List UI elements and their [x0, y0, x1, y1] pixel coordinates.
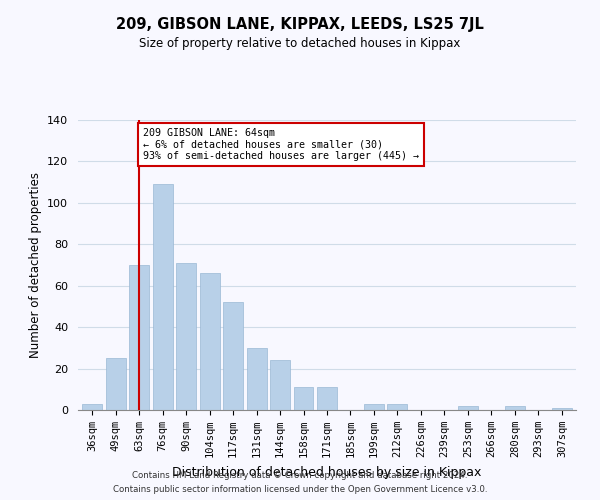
- Bar: [293, 387, 313, 410]
- Bar: [129, 265, 149, 410]
- Text: Contains public sector information licensed under the Open Government Licence v3: Contains public sector information licen…: [113, 484, 487, 494]
- Bar: [458, 406, 478, 410]
- Text: 209 GIBSON LANE: 64sqm
← 6% of detached houses are smaller (30)
93% of semi-deta: 209 GIBSON LANE: 64sqm ← 6% of detached …: [143, 128, 419, 162]
- Y-axis label: Number of detached properties: Number of detached properties: [29, 172, 41, 358]
- Bar: [247, 348, 266, 410]
- Bar: [552, 408, 572, 410]
- Bar: [176, 263, 196, 410]
- Bar: [388, 404, 407, 410]
- Text: Contains HM Land Registry data © Crown copyright and database right 2024.: Contains HM Land Registry data © Crown c…: [132, 472, 468, 480]
- Bar: [82, 404, 102, 410]
- Bar: [317, 387, 337, 410]
- Bar: [152, 184, 173, 410]
- Bar: [364, 404, 384, 410]
- Bar: [505, 406, 525, 410]
- Bar: [106, 358, 125, 410]
- Text: Size of property relative to detached houses in Kippax: Size of property relative to detached ho…: [139, 38, 461, 51]
- Text: 209, GIBSON LANE, KIPPAX, LEEDS, LS25 7JL: 209, GIBSON LANE, KIPPAX, LEEDS, LS25 7J…: [116, 18, 484, 32]
- Bar: [223, 302, 243, 410]
- Bar: [270, 360, 290, 410]
- Bar: [200, 274, 220, 410]
- X-axis label: Distribution of detached houses by size in Kippax: Distribution of detached houses by size …: [172, 466, 482, 478]
